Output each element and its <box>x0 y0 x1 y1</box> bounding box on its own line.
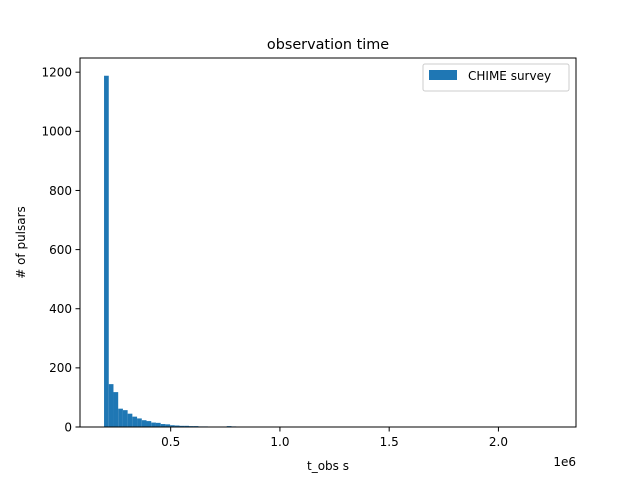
histogram-bar <box>165 424 171 427</box>
histogram-bar <box>122 410 128 427</box>
x-tick-label: 1.5 <box>380 435 399 449</box>
histogram-bar <box>155 422 161 427</box>
y-tick-label: 200 <box>49 361 72 375</box>
x-axis-label: t_obs s <box>307 459 349 473</box>
histogram-bar <box>108 384 114 427</box>
histogram-bar <box>151 422 156 427</box>
y-tick-label: 1200 <box>41 65 72 79</box>
y-tick-label: 1000 <box>41 125 72 139</box>
histogram-bar <box>174 425 180 427</box>
y-axis-ticks: 0 200 400 600 800 1000 1200 <box>41 65 80 434</box>
legend-label: CHIME survey <box>468 69 551 83</box>
y-tick-label: 0 <box>64 420 72 434</box>
histogram-bar <box>146 421 152 427</box>
histogram-bar <box>118 408 123 427</box>
histogram-bar <box>141 420 147 427</box>
histogram-bar <box>160 424 166 427</box>
chart-title: observation time <box>267 37 389 53</box>
legend: CHIME survey <box>422 63 570 92</box>
histogram-bar <box>170 425 175 427</box>
histogram-bar <box>132 416 138 427</box>
y-axis-label: # of pulsars <box>14 206 28 279</box>
y-tick-label: 800 <box>49 184 72 198</box>
x-tick-label: 1.0 <box>270 435 289 449</box>
histogram-bar <box>179 425 185 427</box>
y-tick-label: 400 <box>49 302 72 316</box>
legend-frame <box>422 63 570 92</box>
y-tick-label: 600 <box>49 243 72 257</box>
histogram-bar <box>104 75 109 428</box>
histogram-bar <box>113 392 119 427</box>
x-axis-ticks: 0.5 1.0 1.5 2.0 <box>161 427 508 449</box>
histogram-bar <box>137 418 142 427</box>
histogram-bar <box>184 425 189 427</box>
histogram-bar <box>127 413 133 427</box>
x-tick-label: 0.5 <box>161 435 180 449</box>
legend-swatch <box>429 70 457 80</box>
axes-frame <box>79 57 577 428</box>
x-tick-label: 2.0 <box>489 435 508 449</box>
x-axis-offset-label: 1e6 <box>553 455 576 469</box>
